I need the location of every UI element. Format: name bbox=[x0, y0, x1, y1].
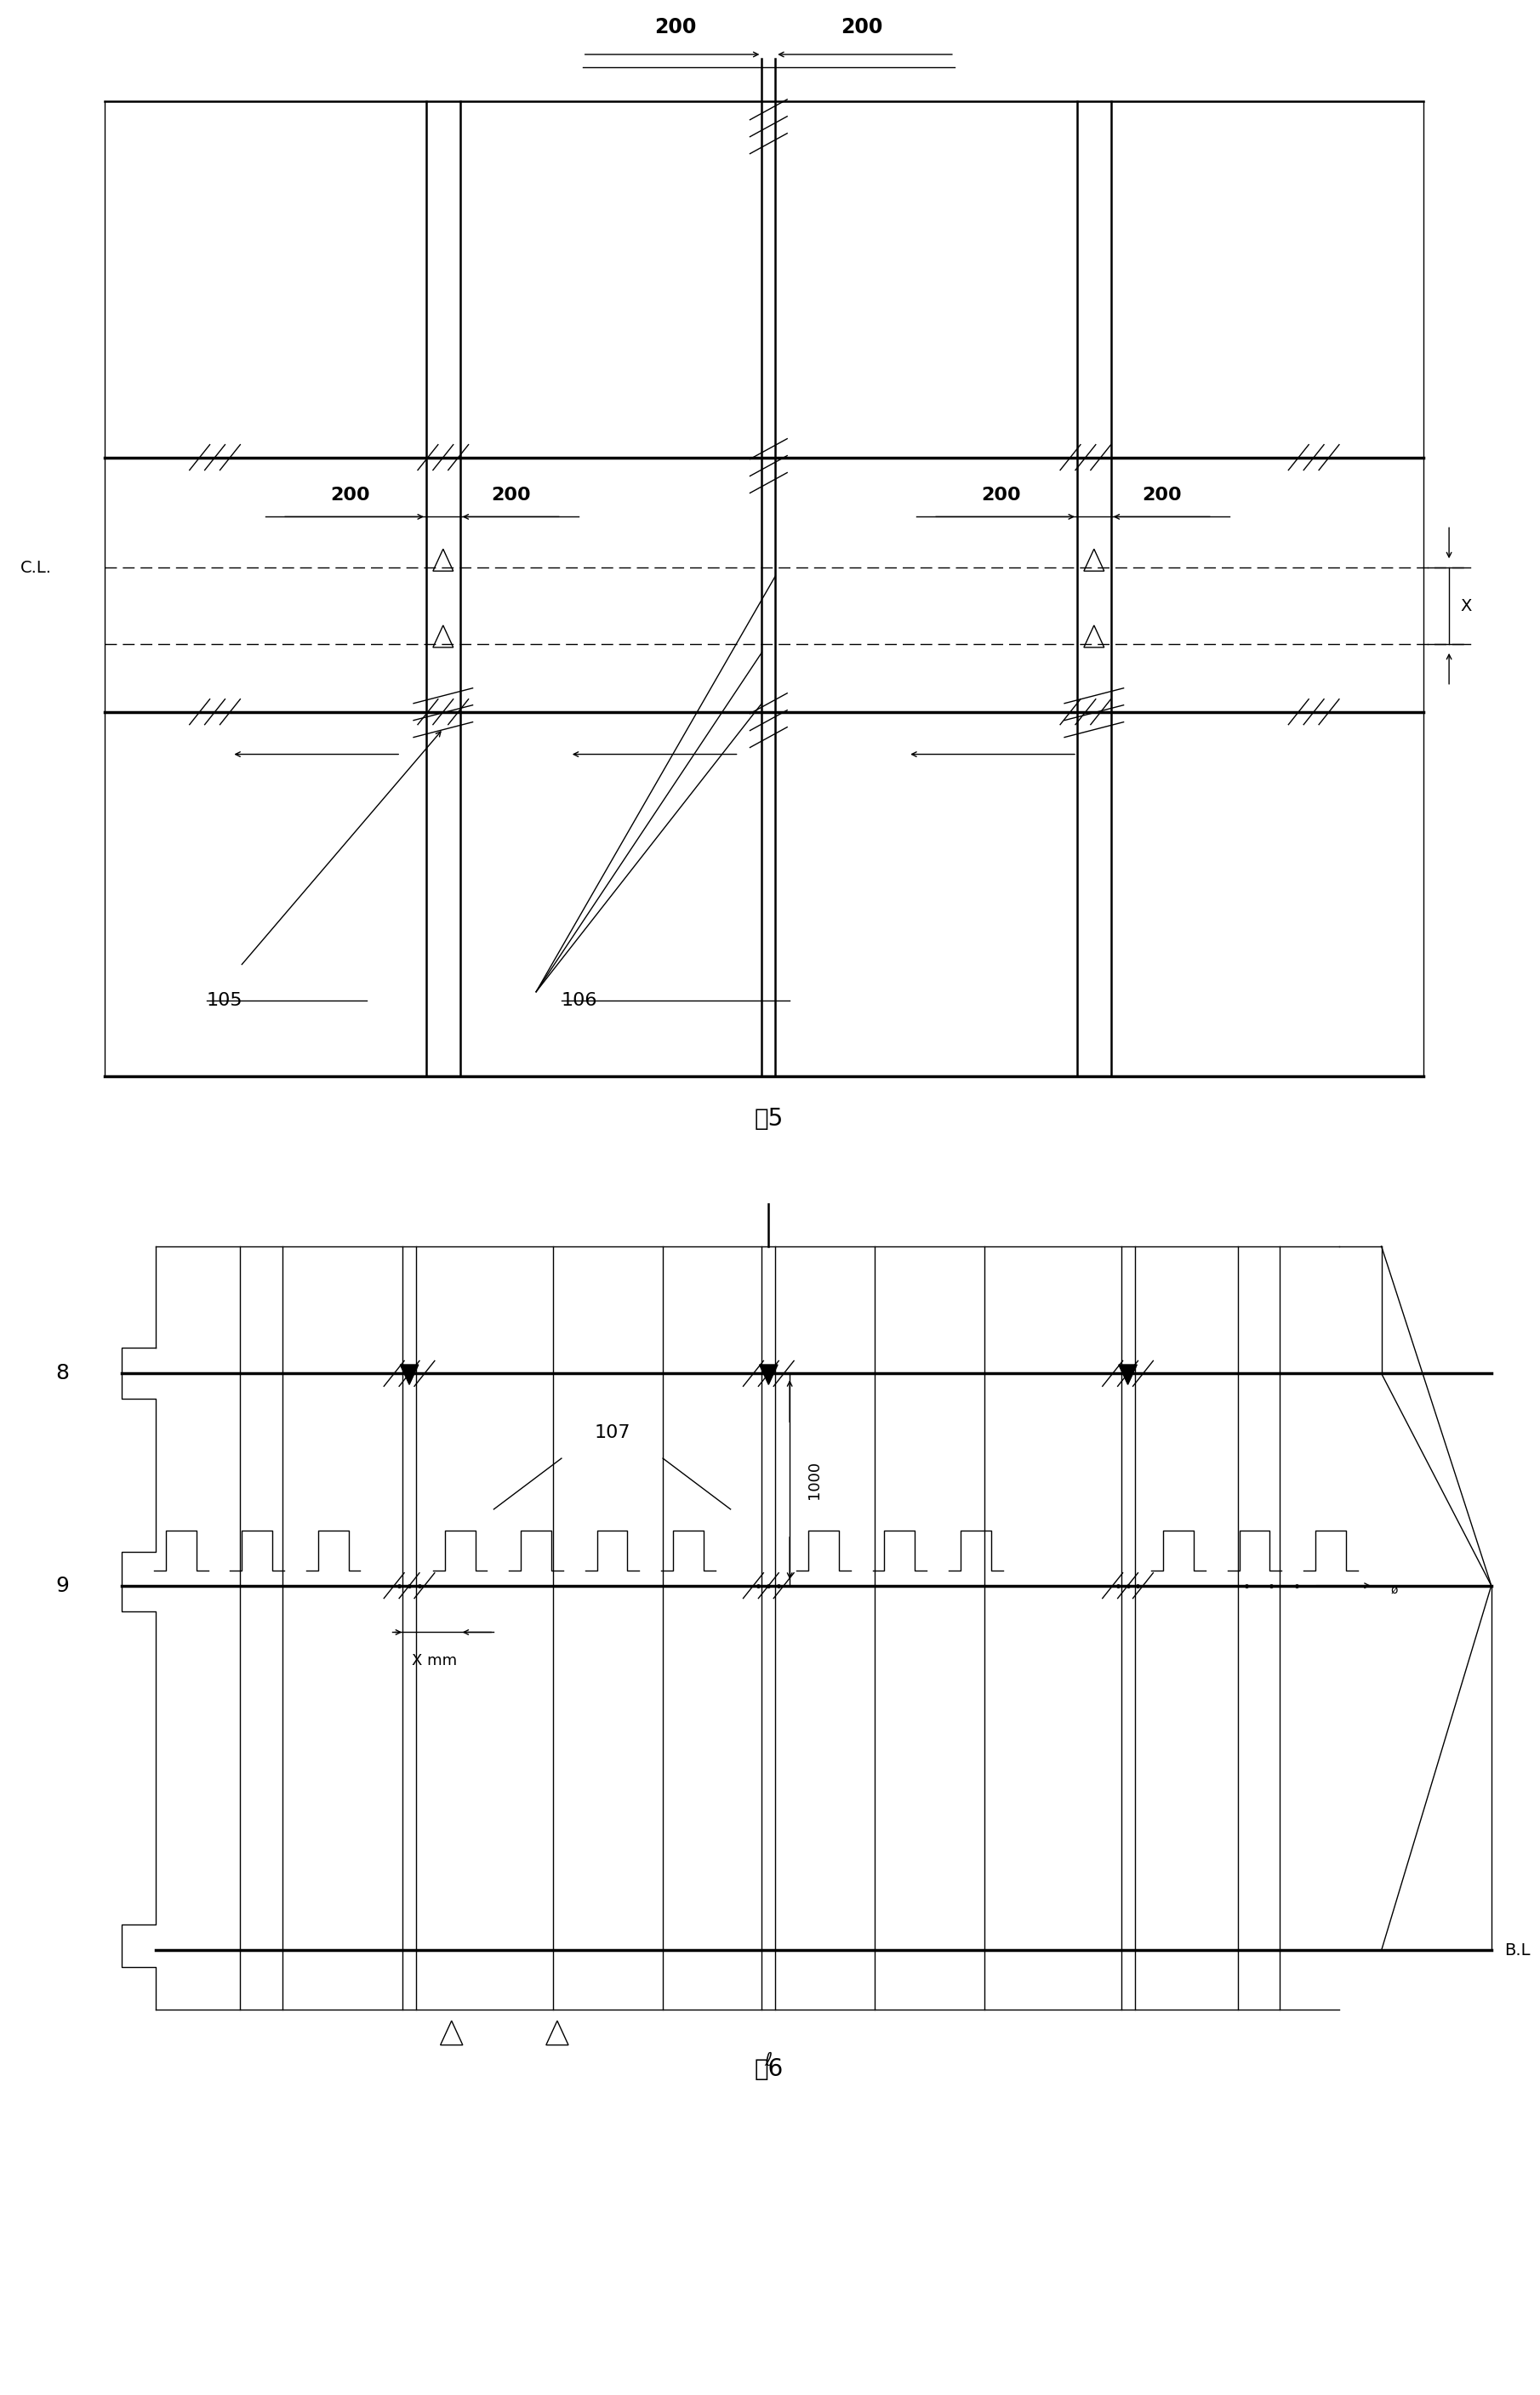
Text: 9: 9 bbox=[55, 1576, 69, 1595]
Text: 1000: 1000 bbox=[807, 1461, 822, 1499]
Text: 105: 105 bbox=[206, 992, 243, 1008]
Text: ℓ: ℓ bbox=[765, 2053, 773, 2069]
Text: 106: 106 bbox=[562, 992, 598, 1008]
Polygon shape bbox=[759, 1365, 778, 1384]
Text: 200: 200 bbox=[491, 486, 531, 503]
Text: C.L.: C.L. bbox=[20, 560, 52, 575]
Text: 200: 200 bbox=[1141, 486, 1181, 503]
Text: 图6: 图6 bbox=[755, 2057, 784, 2081]
Text: B.L: B.L bbox=[1505, 1942, 1529, 1959]
Text: ø: ø bbox=[1391, 1583, 1398, 1595]
Polygon shape bbox=[1118, 1365, 1137, 1384]
Text: X mm: X mm bbox=[413, 1653, 457, 1669]
Text: 200: 200 bbox=[841, 17, 882, 38]
Text: 200: 200 bbox=[330, 486, 370, 503]
Polygon shape bbox=[400, 1365, 419, 1384]
Text: 107: 107 bbox=[594, 1425, 630, 1442]
Text: 200: 200 bbox=[981, 486, 1021, 503]
Text: X: X bbox=[1460, 599, 1472, 613]
Text: 200: 200 bbox=[654, 17, 696, 38]
Text: 图5: 图5 bbox=[755, 1106, 784, 1130]
Text: 8: 8 bbox=[55, 1363, 69, 1384]
